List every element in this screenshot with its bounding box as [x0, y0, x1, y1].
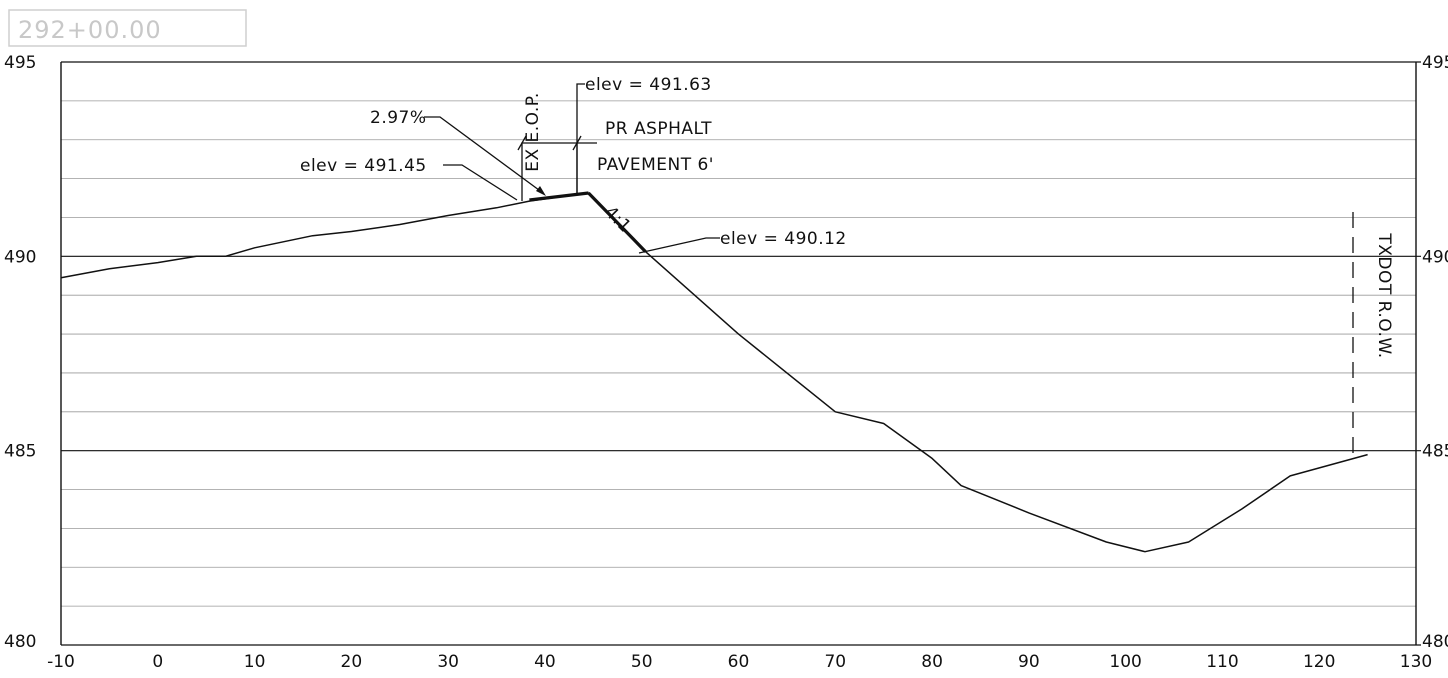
x-tick-label: 130 [1400, 652, 1432, 672]
annotation-elev-491-63: elev = 491.63 [585, 75, 712, 95]
annotation-leaders [424, 83, 1354, 454]
x-tick-label: -10 [47, 652, 75, 672]
annotation-elev-491-45: elev = 491.45 [300, 156, 427, 176]
x-tick-label: 20 [341, 652, 363, 672]
grid [61, 61, 1421, 646]
annotation-slope: 2.97% [370, 108, 427, 128]
annotation-pavement-1: PR ASPHALT [605, 119, 712, 139]
pavement-bracket [521, 142, 597, 201]
leader-elev-490-12 [638, 237, 720, 254]
y-tick-label-right: 490 [1422, 247, 1448, 267]
y-tick-label-left: 495 [4, 53, 36, 73]
leader-elev-491-45 [443, 164, 518, 201]
y-tick-label-left: 485 [4, 442, 36, 462]
x-tick-label: 0 [152, 652, 163, 672]
y-tick-label-right: 495 [1422, 53, 1448, 73]
y-tick-label-left: 480 [4, 632, 36, 652]
annotation-row: TXDOT R.O.W. [1374, 232, 1394, 358]
y-tick-label-right: 485 [1422, 442, 1448, 462]
leader-arrowhead [536, 186, 546, 196]
x-tick-label: 50 [631, 652, 653, 672]
series-line-existing-ground [60, 192, 1368, 553]
y-tick-labels: 480 480 485 485 490 490 495 495 [4, 53, 1448, 652]
y-tick-label-right: 480 [1422, 632, 1448, 652]
profile-lines [60, 191, 1368, 553]
annotation-eop: EX E.O.P. [523, 92, 543, 172]
eop-tick [517, 135, 527, 151]
plot-frame [60, 62, 1417, 645]
x-tick-label: 30 [437, 652, 459, 672]
x-tick-label: 100 [1109, 652, 1141, 672]
station-label: 292+00.00 [18, 16, 162, 44]
x-tick-label: 10 [244, 652, 266, 672]
x-tick-label: 40 [534, 652, 556, 672]
pavement-tick [572, 135, 582, 151]
y-tick-label-left: 490 [4, 247, 36, 267]
station-label-box [8, 9, 247, 47]
x-tick-label: 90 [1018, 652, 1040, 672]
leader-slope [424, 116, 544, 194]
x-tick-label: 60 [728, 652, 750, 672]
series-line-proposed-side-slope [587, 191, 647, 253]
annotation-elev-490-12: elev = 490.12 [720, 229, 847, 249]
annotation-side-slope: 4:1 [600, 202, 635, 237]
x-tick-label: 80 [921, 652, 943, 672]
x-tick-label: 70 [824, 652, 846, 672]
x-tick-label: 120 [1303, 652, 1335, 672]
x-tick-label: 110 [1206, 652, 1238, 672]
annotation-pavement-2: PAVEMENT 6' [597, 155, 714, 175]
x-tick-labels: -10 0 10 20 30 40 50 60 70 80 90 100 110 120 130 [47, 652, 1432, 672]
series-line-proposed-pavement [529, 191, 589, 202]
